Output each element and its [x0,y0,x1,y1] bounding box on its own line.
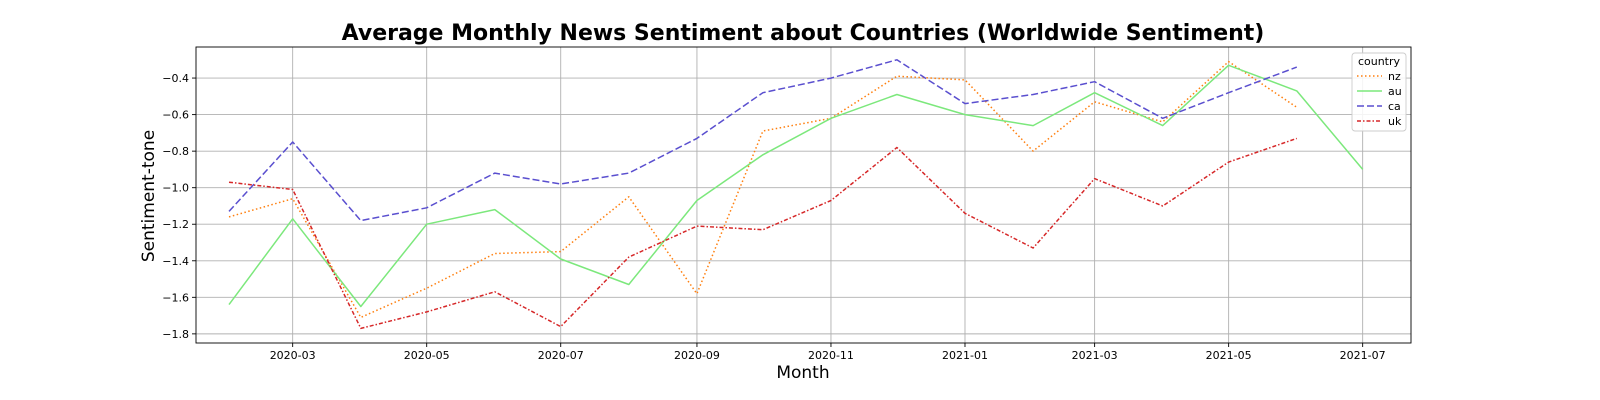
y-tick-label: −0.4 [162,72,189,85]
x-tick-label: 2020-05 [404,349,450,362]
x-tick-label: 2021-05 [1206,349,1252,362]
chart-title: Average Monthly News Sentiment about Cou… [342,21,1265,46]
x-axis-label: Month [776,363,829,383]
y-tick-label: −1.0 [162,182,189,195]
legend: country nz au ca uk [1351,52,1407,132]
legend-label-uk: uk [1388,115,1402,128]
legend-title: country [1358,55,1401,68]
x-tick-label: 2021-07 [1340,349,1386,362]
axis-ticks: 2020-03 2020-05 2020-07 2020-09 2020-11 2021-… [162,72,1385,362]
series-line-ca [228,59,1298,222]
x-tick-label: 2020-09 [674,349,720,362]
legend-label-au: au [1388,85,1402,98]
legend-label-nz: nz [1388,70,1401,83]
legend-items: nz au ca uk [1357,70,1402,128]
x-tick-label: 2020-03 [270,349,316,362]
series-line-uk [228,137,1298,330]
y-tick-label: −0.6 [162,109,189,122]
y-axis-label: Sentiment-tone [139,130,159,262]
legend-box [1351,52,1407,132]
y-tick-label: −1.4 [162,255,189,268]
y-tick-label: −1.2 [162,218,189,231]
legend-label-ca: ca [1388,100,1401,113]
y-tick-label: −1.6 [162,291,189,304]
grid [196,47,1411,343]
x-tick-label: 2020-11 [808,349,854,362]
series-line-nz [228,60,1298,319]
series-line-au [228,64,1364,308]
plot-frame [195,46,1412,344]
y-tick-label: −0.8 [162,145,189,158]
y-tick-label: −1.8 [162,328,189,341]
x-tick-label: 2021-01 [942,349,988,362]
x-tick-label: 2020-07 [538,349,584,362]
series-lines [228,59,1364,330]
x-tick-label: 2021-03 [1072,349,1118,362]
